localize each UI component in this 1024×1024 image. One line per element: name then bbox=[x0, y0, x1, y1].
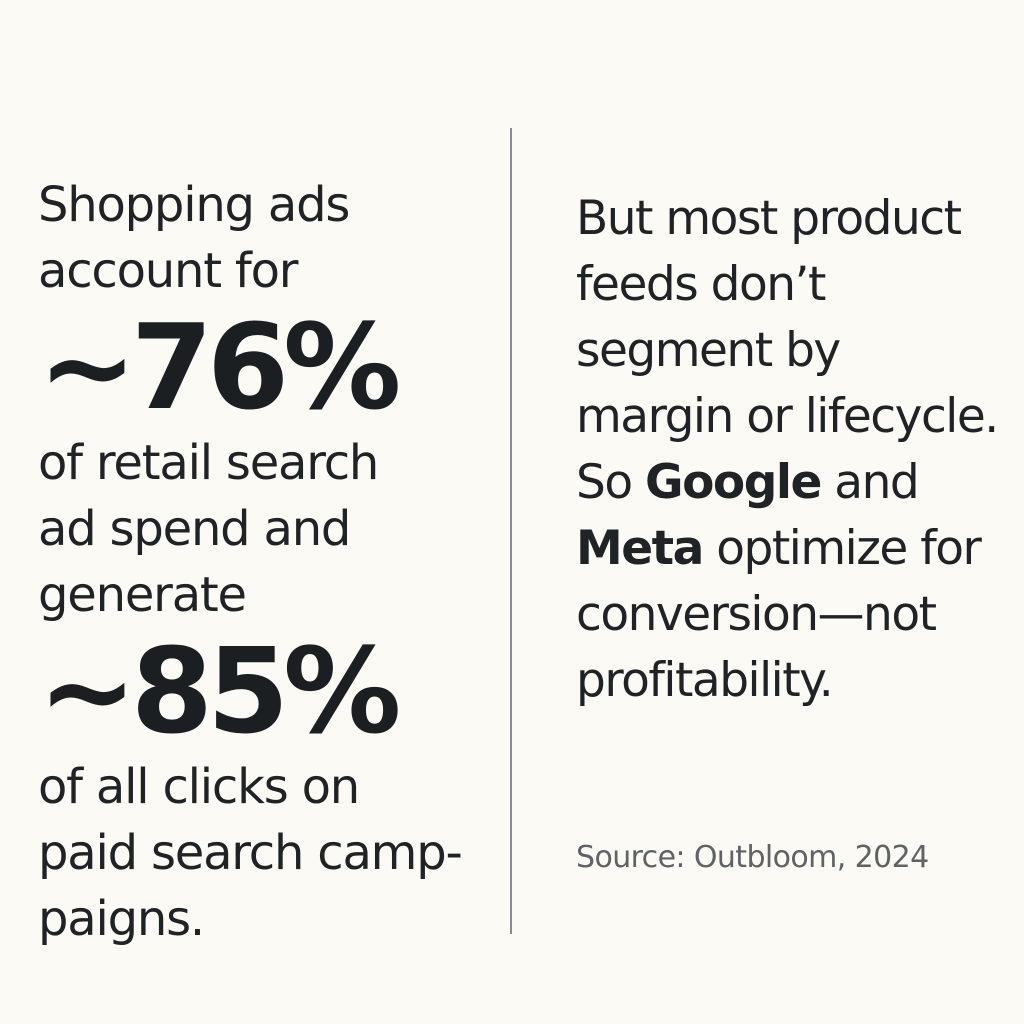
vertical-divider bbox=[510, 128, 512, 934]
optimize-suffix: optimize for bbox=[702, 521, 982, 576]
middle-line: of retail search bbox=[38, 435, 379, 491]
intro-line: Shopping ads bbox=[38, 177, 350, 233]
optimize-prefix: So bbox=[576, 455, 646, 510]
optimize-line: So Google and bbox=[576, 450, 1021, 516]
google-brand: Google bbox=[645, 455, 822, 510]
outro-line: paigns. bbox=[38, 891, 205, 947]
feeds-line: But most product bbox=[576, 191, 962, 246]
left-column: Shopping ads account for ~76% of retail … bbox=[38, 172, 498, 952]
intro-line: account for bbox=[38, 243, 298, 299]
meta-brand: Meta bbox=[576, 521, 704, 576]
middle-line: ad spend and bbox=[38, 501, 351, 557]
middle-text: of retail search ad spend and generate bbox=[38, 430, 498, 628]
source-citation: Source: Outbloom, 2024 bbox=[576, 840, 929, 875]
outro-line: of all clicks on bbox=[38, 759, 360, 815]
optimize-paragraph: So Google and Meta optimize for conversi… bbox=[576, 450, 1021, 714]
optimize-line: Meta optimize for bbox=[576, 516, 1021, 582]
optimize-line: profitability. bbox=[576, 653, 834, 708]
optimize-suffix: and bbox=[820, 455, 919, 510]
middle-line: generate bbox=[38, 567, 247, 623]
intro-text: Shopping ads account for bbox=[38, 172, 498, 304]
feeds-line: feeds don’t bbox=[576, 257, 826, 312]
outro-line: paid search camp- bbox=[38, 825, 463, 881]
optimize-line: conversion—not bbox=[576, 587, 937, 642]
feeds-paragraph: But most product feeds don’t segment by … bbox=[576, 186, 1021, 450]
feeds-line: segment by bbox=[576, 323, 841, 378]
right-column: But most product feeds don’t segment by … bbox=[576, 186, 1021, 714]
stat-85-percent: ~85% bbox=[38, 622, 401, 760]
stat-76-percent: ~76% bbox=[38, 298, 401, 436]
outro-text: of all clicks on paid search camp- paign… bbox=[38, 754, 498, 952]
feeds-line: margin or lifecycle. bbox=[576, 389, 999, 444]
